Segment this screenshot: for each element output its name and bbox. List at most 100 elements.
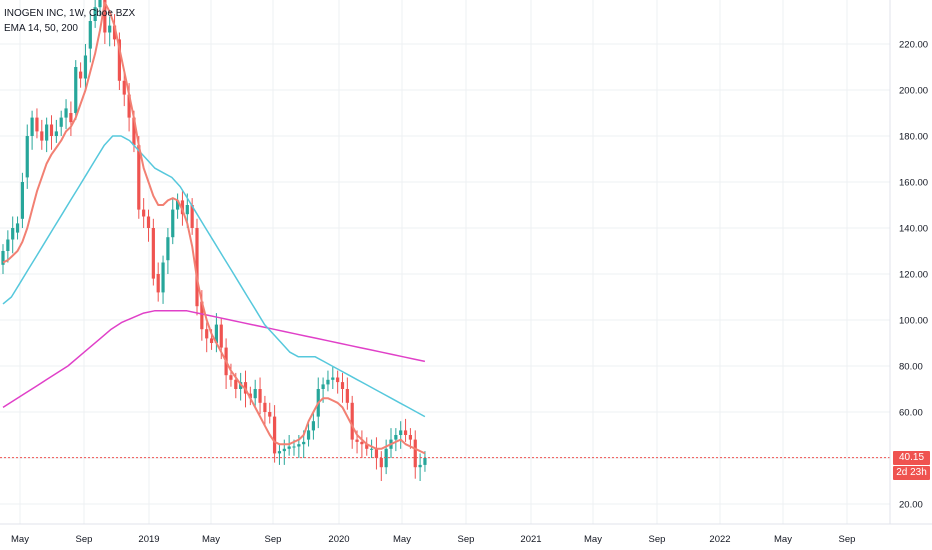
- candle-body: [64, 108, 68, 118]
- candle-body: [379, 458, 383, 468]
- candle-body: [287, 446, 291, 449]
- candle-body: [45, 124, 49, 141]
- candle-body: [331, 377, 335, 380]
- candle-body: [59, 117, 63, 127]
- price-tick-label: 160.00: [899, 178, 928, 189]
- candle-body: [345, 389, 349, 403]
- candle-body: [171, 209, 175, 238]
- candle-body: [176, 200, 180, 210]
- candle-body: [248, 393, 252, 399]
- candle-body: [166, 237, 170, 261]
- candle-body: [253, 389, 257, 399]
- price-tick-label: 100.00: [899, 316, 928, 327]
- ema-lines: [2, 1, 426, 455]
- ema-50-line: [2, 135, 426, 418]
- candle-body: [132, 117, 136, 146]
- candle-body: [88, 21, 92, 49]
- candle-body: [292, 446, 296, 448]
- candle-body: [297, 444, 301, 447]
- ema-200-line: [2, 310, 426, 409]
- time-axis[interactable]: May Sep 2019 May Sep 2020 May Sep 2021 May Sep 2022…: [11, 534, 855, 545]
- candle-body: [306, 430, 311, 440]
- candle-body: [103, 0, 107, 33]
- candle-body: [399, 430, 403, 435]
- candle-body: [112, 25, 117, 40]
- time-tick-label: Sep: [839, 534, 856, 545]
- candle-body: [151, 228, 155, 279]
- candle-body: [185, 205, 189, 215]
- candle-body: [360, 441, 364, 445]
- candle-body: [142, 209, 146, 217]
- candle-body: [127, 94, 131, 118]
- price-tick-label: 60.00: [899, 408, 923, 419]
- candle-body: [350, 402, 354, 440]
- candle-body: [83, 55, 88, 79]
- candle-body: [195, 228, 199, 307]
- candle-body: [370, 448, 374, 450]
- candle-body: [79, 71, 83, 79]
- price-tick-label: 200.00: [899, 86, 928, 97]
- candle-body: [394, 435, 398, 440]
- time-tick-label: Sep: [458, 534, 475, 545]
- candle-body: [11, 228, 15, 240]
- candle-body: [156, 274, 160, 293]
- candle-body: [229, 375, 233, 380]
- price-tick-label: 180.00: [899, 132, 928, 143]
- time-tick-label: 2022: [709, 534, 730, 545]
- time-tick-label: May: [393, 534, 411, 545]
- symbol-title[interactable]: INOGEN INC, 1W, Cboe BZX: [4, 8, 136, 19]
- price-tick-label: 120.00: [899, 270, 928, 281]
- candle-body: [98, 0, 102, 8]
- candle-body: [302, 441, 306, 445]
- candle-body: [25, 136, 29, 178]
- candle-body: [40, 131, 44, 141]
- candle-body: [122, 80, 126, 95]
- candle-body: [69, 113, 73, 123]
- candle-body: [403, 430, 408, 435]
- candle-body: [146, 216, 151, 228]
- time-tick-label: Sep: [76, 534, 93, 545]
- candle-body: [54, 131, 58, 136]
- price-tick-label: 20.00: [899, 500, 923, 511]
- candle-body: [74, 67, 78, 113]
- candle-body: [35, 117, 39, 132]
- last-price-label: 40.15: [893, 450, 930, 465]
- candle-body: [374, 448, 379, 458]
- candle-body: [117, 39, 121, 81]
- candle-body: [418, 464, 422, 468]
- candle-body: [423, 458, 427, 465]
- candle-body: [234, 379, 238, 389]
- candle-body: [214, 324, 218, 343]
- candle-body: [137, 145, 141, 210]
- candle-body: [20, 182, 24, 219]
- candle-body: [93, 7, 97, 21]
- candle-body: [219, 324, 223, 348]
- time-tick-label: May: [584, 534, 602, 545]
- candle-body: [282, 448, 286, 452]
- candle-body: [258, 389, 262, 403]
- candle-body: [355, 439, 359, 442]
- bar-countdown-label: 2d 23h: [893, 465, 930, 480]
- candle-body: [190, 205, 194, 228]
- time-tick-label: May: [202, 534, 220, 545]
- candle-body: [277, 451, 282, 454]
- candle-body: [1, 251, 5, 265]
- time-tick-label: Sep: [649, 534, 666, 545]
- ema-14-line: [2, 1, 426, 455]
- indicator-title[interactable]: EMA 14, 50, 200: [4, 23, 78, 34]
- candle-body: [365, 444, 369, 449]
- time-tick-label: 2019: [138, 534, 159, 545]
- candle-body: [340, 382, 345, 389]
- candle-body: [108, 25, 112, 33]
- candle-body: [30, 117, 34, 136]
- candle-body: [326, 379, 330, 385]
- price-axis[interactable]: 220.00 200.00 180.00 160.00 140.00 120.00 100.…: [899, 40, 928, 511]
- price-tick-label: 220.00: [899, 40, 928, 51]
- candle-body: [273, 416, 277, 454]
- candle-body: [408, 435, 412, 440]
- candle-body: [413, 439, 417, 468]
- price-tick-label: 140.00: [899, 224, 928, 235]
- candle-body: [268, 412, 272, 417]
- time-tick-label: May: [774, 534, 792, 545]
